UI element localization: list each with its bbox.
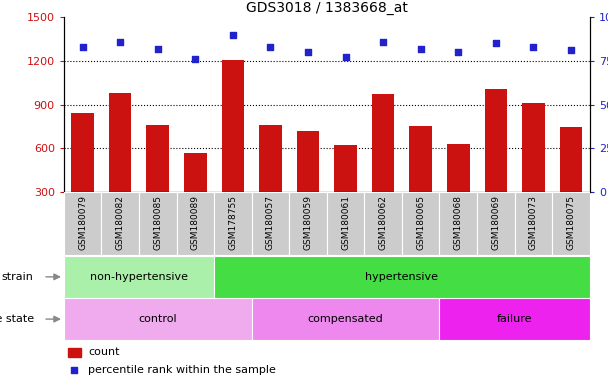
Text: GSM180068: GSM180068 <box>454 195 463 250</box>
Bar <box>64 256 214 298</box>
Bar <box>64 298 252 340</box>
Bar <box>364 192 402 255</box>
Bar <box>485 89 507 192</box>
Bar <box>184 153 207 192</box>
Bar <box>214 192 252 255</box>
Bar <box>334 146 357 192</box>
Text: GSM180073: GSM180073 <box>529 195 538 250</box>
Bar <box>552 192 590 255</box>
Text: GSM178755: GSM178755 <box>229 195 237 250</box>
Point <box>116 39 125 45</box>
Point <box>69 366 79 372</box>
Text: GSM180059: GSM180059 <box>303 195 313 250</box>
Bar <box>372 94 395 192</box>
Bar <box>102 192 139 255</box>
Point <box>416 46 426 52</box>
Point <box>378 39 388 45</box>
Point <box>566 47 576 53</box>
Bar <box>289 192 326 255</box>
Bar <box>259 125 282 192</box>
Point <box>303 49 313 55</box>
Bar <box>522 103 545 192</box>
Bar <box>252 192 289 255</box>
Bar <box>64 192 102 255</box>
Bar <box>67 348 81 357</box>
Text: GSM180082: GSM180082 <box>116 195 125 250</box>
Text: GSM180061: GSM180061 <box>341 195 350 250</box>
Text: GSM180065: GSM180065 <box>416 195 425 250</box>
Text: GSM180057: GSM180057 <box>266 195 275 250</box>
Text: GSM180062: GSM180062 <box>379 195 388 250</box>
Bar <box>147 125 169 192</box>
Text: hypertensive: hypertensive <box>365 272 438 282</box>
Text: failure: failure <box>497 314 533 324</box>
Bar <box>109 93 131 192</box>
Title: GDS3018 / 1383668_at: GDS3018 / 1383668_at <box>246 1 408 15</box>
Point <box>340 55 350 61</box>
Bar <box>214 256 590 298</box>
Bar <box>560 127 582 192</box>
Bar <box>71 113 94 192</box>
Point <box>266 44 275 50</box>
Bar <box>477 192 514 255</box>
Bar <box>326 192 364 255</box>
Text: GSM180079: GSM180079 <box>78 195 87 250</box>
Point <box>78 44 88 50</box>
Point <box>153 46 162 52</box>
Text: GSM180069: GSM180069 <box>491 195 500 250</box>
Bar <box>440 298 590 340</box>
Bar <box>297 131 319 192</box>
Text: compensated: compensated <box>308 314 384 324</box>
Bar <box>440 192 477 255</box>
Text: GSM180089: GSM180089 <box>191 195 200 250</box>
Bar <box>252 298 440 340</box>
Bar <box>447 144 469 192</box>
Bar <box>139 192 176 255</box>
Text: GSM180085: GSM180085 <box>153 195 162 250</box>
Bar <box>221 60 244 192</box>
Text: control: control <box>139 314 177 324</box>
Text: percentile rank within the sample: percentile rank within the sample <box>88 364 276 375</box>
Point <box>454 49 463 55</box>
Text: non-hypertensive: non-hypertensive <box>90 272 188 282</box>
Point <box>228 31 238 38</box>
Point <box>190 56 200 62</box>
Point <box>528 44 538 50</box>
Bar <box>409 126 432 192</box>
Bar <box>402 192 440 255</box>
Text: GSM180075: GSM180075 <box>567 195 576 250</box>
Bar <box>514 192 552 255</box>
Bar <box>176 192 214 255</box>
Text: strain: strain <box>2 272 34 282</box>
Text: count: count <box>88 347 120 358</box>
Text: disease state: disease state <box>0 314 34 324</box>
Point <box>491 40 501 46</box>
